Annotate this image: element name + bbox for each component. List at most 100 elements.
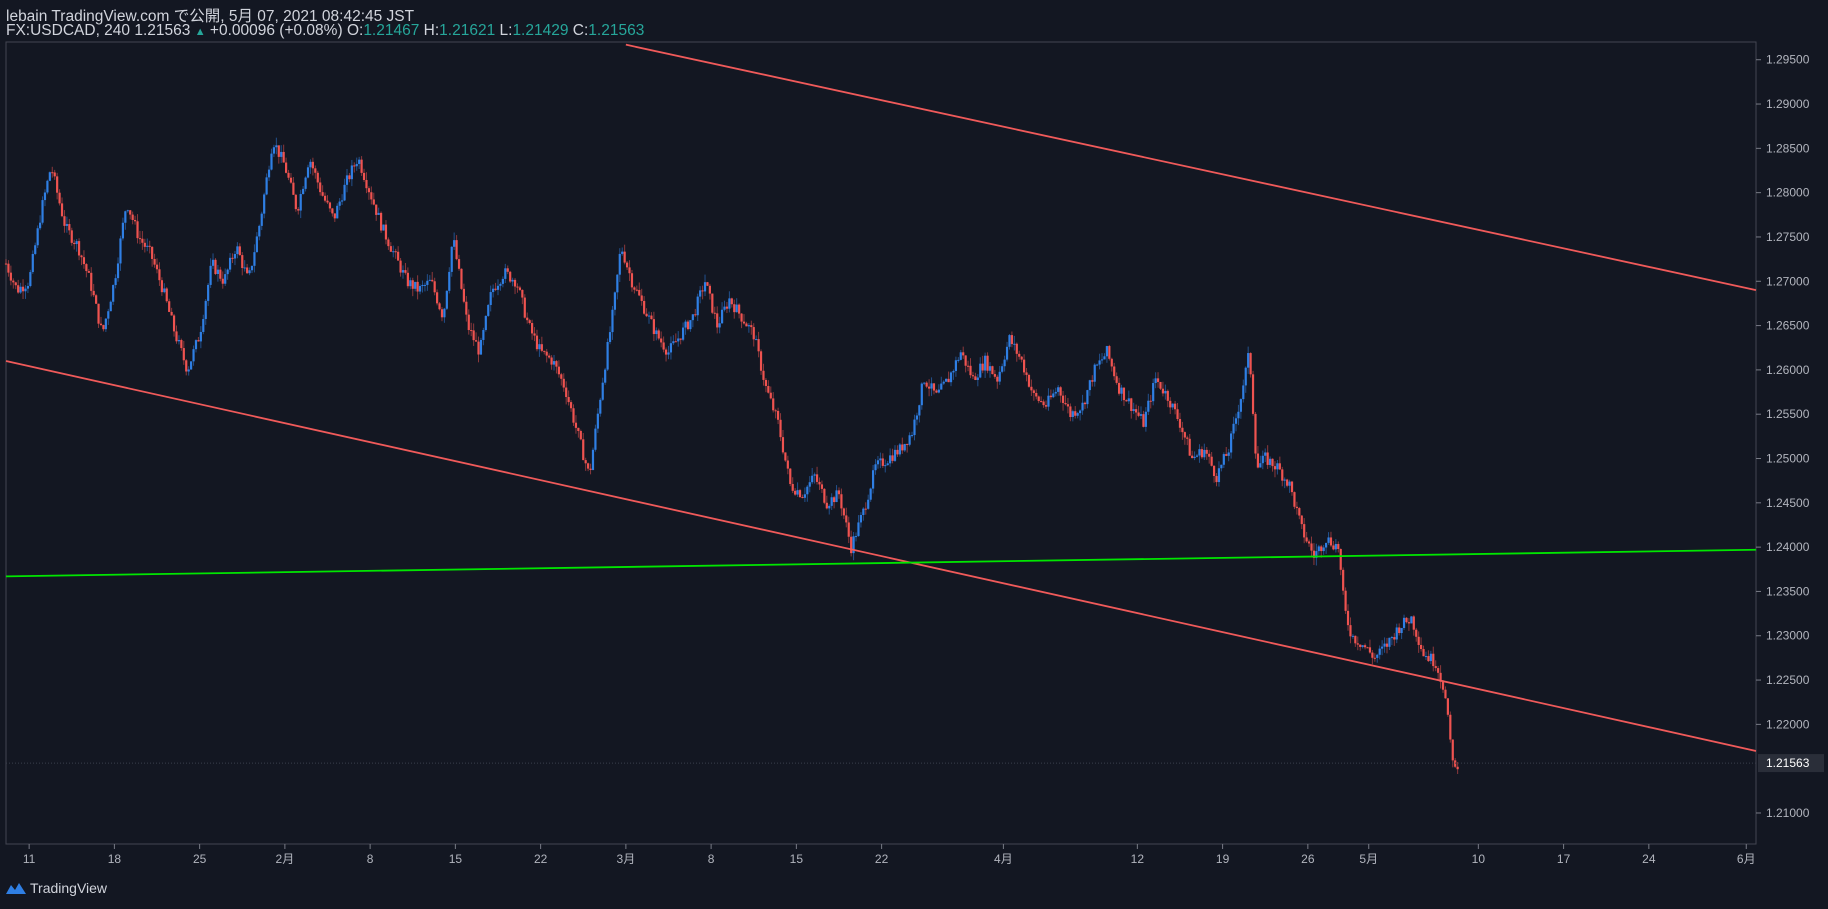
candle-body <box>1456 766 1459 770</box>
x-tick-label: 19 <box>1216 852 1230 866</box>
candle-body <box>1069 406 1072 418</box>
candle-body <box>155 264 159 270</box>
candle-body <box>319 182 322 193</box>
candle-body <box>85 264 88 272</box>
candle-body <box>302 188 305 195</box>
candle-body <box>1205 449 1208 454</box>
candle-body <box>840 494 843 509</box>
candle-body <box>1361 645 1364 647</box>
candle-body <box>418 286 422 292</box>
candle-body <box>1122 387 1126 401</box>
candle-body <box>606 342 609 370</box>
candle-body <box>1344 590 1347 611</box>
candle-body <box>735 304 738 313</box>
y-tick-label: 1.27000 <box>1766 274 1810 288</box>
candle-body <box>572 408 575 423</box>
candle-body <box>764 379 768 387</box>
candle-body <box>148 245 151 247</box>
candle-body <box>1115 376 1118 383</box>
candle-body <box>1178 419 1182 428</box>
candle-body <box>881 458 884 466</box>
candle-body <box>99 323 103 326</box>
candle-body <box>562 378 565 388</box>
candle-body <box>650 315 653 320</box>
candle-body <box>1203 449 1206 458</box>
candle-body <box>954 360 957 371</box>
candle-body <box>957 359 960 361</box>
candle-body <box>411 280 414 289</box>
candle-body <box>1332 545 1335 550</box>
candle-body <box>1047 395 1050 407</box>
candle-body <box>625 262 629 268</box>
candle-body <box>304 177 307 189</box>
x-tick-label: 18 <box>108 852 122 866</box>
candle-body <box>289 177 293 183</box>
candle-body <box>798 490 802 498</box>
candle-body <box>394 251 397 253</box>
candle-body <box>360 159 363 173</box>
candle-body <box>1337 544 1340 550</box>
high-value: 1.21621 <box>439 22 496 39</box>
candle-body <box>1159 381 1162 389</box>
low-label: L: <box>499 22 513 39</box>
tradingview-brand[interactable]: TradingView <box>6 880 107 896</box>
x-tick-label: 22 <box>875 852 889 866</box>
candle-body <box>1256 453 1260 468</box>
candle-body <box>645 313 648 317</box>
candle-body <box>1025 372 1028 375</box>
candle-body <box>567 397 570 403</box>
candle-body <box>689 320 692 330</box>
candle-body <box>443 308 446 318</box>
plot-frame <box>5 41 1757 845</box>
candle-body <box>1410 616 1413 624</box>
candle-body <box>353 165 356 167</box>
candle-body <box>36 228 39 246</box>
candle-body <box>643 300 646 314</box>
candle-body <box>207 284 210 301</box>
candle-body <box>1130 398 1133 411</box>
high-label: H: <box>423 22 440 39</box>
candle-body <box>46 180 49 193</box>
candle-body <box>545 351 548 356</box>
candle-body <box>608 332 612 343</box>
candle-body <box>309 161 312 168</box>
candle-body <box>555 361 558 367</box>
candle-body <box>1307 541 1311 544</box>
candle-body <box>738 304 741 314</box>
candle-body <box>538 344 541 350</box>
candle-body <box>774 410 777 412</box>
price-axis[interactable]: 1.29500 1.29000 1.28500 1.28000 1.27500 1.270… <box>1756 53 1824 820</box>
candle-body <box>979 363 982 378</box>
candle-body <box>1139 414 1143 416</box>
candle-body <box>214 259 217 274</box>
candle-body <box>1125 400 1128 402</box>
time-axis[interactable]: 11 18 25 2月 8 15 22 3月 8 15 22 4月 12 19 26 5月 10 17 24 6月 <box>23 844 1756 866</box>
candle-body <box>1005 346 1009 360</box>
candle-body <box>355 163 358 167</box>
candle-body <box>1283 479 1286 481</box>
candle-body <box>445 290 448 309</box>
x-tick-label: 5月 <box>1359 852 1378 866</box>
candle-body <box>1286 479 1289 486</box>
candle-body <box>859 515 863 523</box>
candle-body <box>104 318 107 330</box>
y-tick-label: 1.29000 <box>1766 97 1810 111</box>
candle-body <box>299 194 302 211</box>
candle-body <box>523 297 526 318</box>
candle-body <box>599 399 602 414</box>
candle-body <box>857 522 860 537</box>
candle-body <box>1339 549 1342 570</box>
candle-body <box>521 289 524 298</box>
candle-body <box>34 245 37 254</box>
y-tick-label: 1.26000 <box>1766 363 1810 377</box>
candle-body <box>1083 402 1087 405</box>
last-price-value: 1.21563 <box>134 22 191 39</box>
candle-body <box>1363 645 1367 648</box>
candle-body <box>75 241 78 245</box>
candle-body <box>516 286 519 288</box>
open-value: 1.21467 <box>363 22 420 39</box>
candle-body <box>372 199 375 205</box>
candle-body <box>348 175 351 180</box>
candle-body <box>1417 636 1420 645</box>
